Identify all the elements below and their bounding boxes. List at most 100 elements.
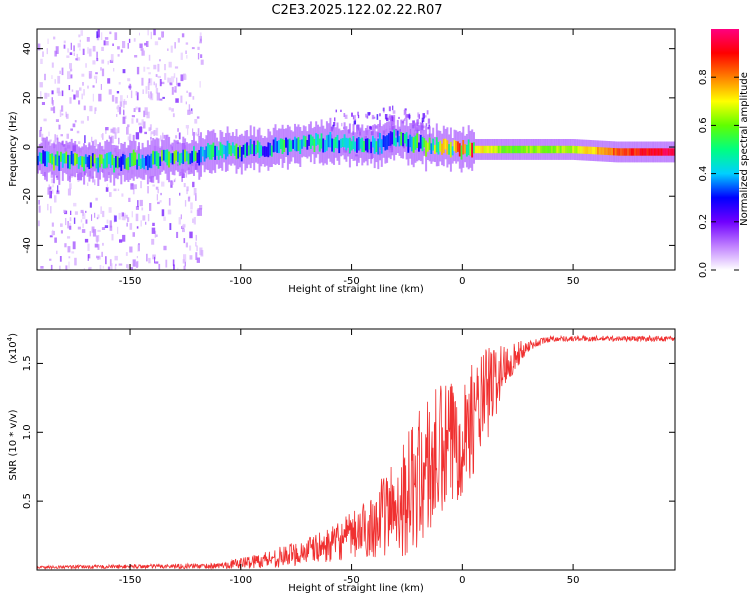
noise-cell <box>66 55 70 58</box>
ridge-core <box>58 155 61 171</box>
snr-y-tick-label: 1.5 <box>22 355 33 371</box>
noise-cell <box>114 265 117 270</box>
noise-cell <box>172 113 175 118</box>
ridge-core <box>474 145 477 154</box>
noise-cell <box>180 52 183 60</box>
ridge-core <box>416 133 419 148</box>
noise-cell <box>105 256 107 265</box>
noise-cell <box>127 78 131 82</box>
ridge-core <box>288 138 291 152</box>
noise-cell <box>81 229 86 233</box>
noise-cell <box>102 133 104 140</box>
ridge-core <box>650 148 653 156</box>
noise-cell <box>59 256 62 262</box>
noise-cell <box>59 109 62 117</box>
noise-cell <box>57 75 61 84</box>
ridge-core <box>95 158 98 169</box>
ridge-core <box>352 136 355 149</box>
noise-cell <box>193 217 196 225</box>
noise-cell <box>129 223 133 230</box>
noise-cell <box>146 67 150 70</box>
ridge-core <box>256 140 259 153</box>
noise-cell <box>404 118 406 121</box>
noise-cell <box>183 254 187 262</box>
noise-cell <box>70 128 73 131</box>
ridge-core <box>317 134 319 145</box>
noise-cell <box>100 67 102 71</box>
ridge-core <box>356 138 358 153</box>
noise-cell <box>93 140 97 147</box>
noise-cell <box>120 49 123 53</box>
noise-cell <box>111 95 115 102</box>
noise-cell <box>41 102 45 105</box>
ridge-core <box>451 146 454 156</box>
noise-cell <box>83 105 86 111</box>
noise-cell <box>54 50 57 57</box>
ridge-core <box>549 145 552 154</box>
noise-cell <box>88 254 91 259</box>
noise-cell <box>192 218 195 223</box>
ridge-core <box>520 145 523 154</box>
ridge-core <box>510 145 513 154</box>
noise-cell <box>86 37 90 42</box>
noise-cell <box>78 100 81 105</box>
noise-cell <box>163 134 167 139</box>
ridge-core <box>263 146 266 157</box>
ridge-core <box>644 148 647 156</box>
ridge-core <box>598 147 601 155</box>
ridge-core <box>480 145 483 154</box>
noise-cell <box>92 85 95 88</box>
ridge-core <box>290 140 293 152</box>
noise-cell <box>119 239 123 243</box>
noise-cell <box>63 40 66 44</box>
noise-cell <box>195 234 197 241</box>
noise-cell <box>426 110 429 115</box>
noise-cell <box>110 128 114 133</box>
noise-cell <box>145 86 148 94</box>
ridge-core <box>269 143 272 156</box>
noise-cell <box>159 59 161 62</box>
noise-cell <box>162 132 164 140</box>
ridge-core <box>304 136 307 148</box>
noise-cell <box>398 116 400 119</box>
noise-cell <box>118 263 123 266</box>
noise-cell <box>83 268 85 270</box>
ridge-core <box>173 151 176 164</box>
noise-cell <box>153 130 155 136</box>
ridge-core <box>246 142 249 156</box>
noise-cell <box>77 43 81 48</box>
noise-cell <box>427 118 431 124</box>
noise-cell <box>141 51 144 56</box>
noise-cell <box>199 205 203 210</box>
noise-cell <box>89 202 92 208</box>
noise-cell <box>130 267 134 270</box>
ridge-core <box>396 130 399 143</box>
noise-cell <box>101 227 106 230</box>
ridge-core <box>593 146 596 155</box>
ridge-core <box>455 141 458 153</box>
noise-cell <box>70 74 73 79</box>
noise-cell <box>186 186 189 192</box>
ridge-core <box>584 146 587 154</box>
ridge-core <box>437 141 440 155</box>
ridge-core <box>465 144 468 157</box>
noise-cell <box>151 175 155 183</box>
noise-cell <box>141 119 144 126</box>
noise-cell <box>379 113 381 117</box>
ridge-core <box>499 145 502 154</box>
ridge-core <box>669 148 672 156</box>
noise-cell <box>139 32 140 36</box>
noise-cell <box>96 255 100 259</box>
noise-cell <box>192 181 195 188</box>
ridge-core <box>623 148 626 156</box>
ridge-core <box>329 132 332 148</box>
noise-cell <box>80 120 84 124</box>
noise-cell <box>110 135 114 144</box>
ridge-core <box>111 154 114 166</box>
noise-cell <box>47 187 51 195</box>
colorbar-tick-label: 0.4 <box>698 166 709 182</box>
noise-cell <box>199 41 202 44</box>
noise-cell <box>187 109 191 115</box>
ridge-core <box>44 151 47 167</box>
noise-cell <box>178 217 181 225</box>
